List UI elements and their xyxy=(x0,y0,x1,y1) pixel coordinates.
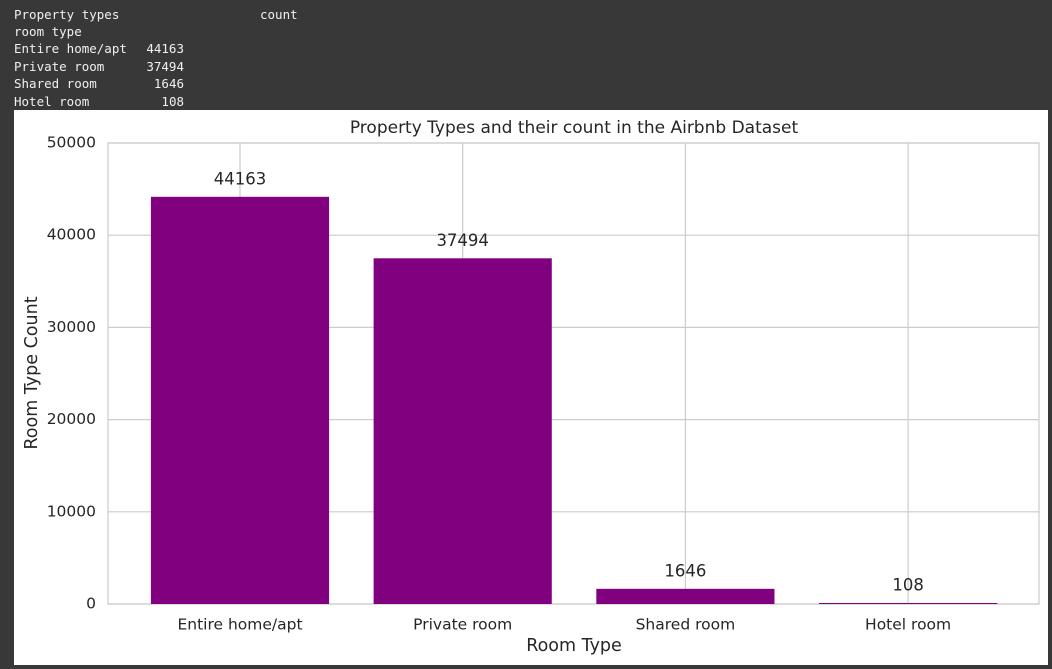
bar xyxy=(596,588,775,604)
y-tick-label: 20000 xyxy=(47,410,96,428)
header-cell: count xyxy=(260,7,298,22)
value-label: 108 xyxy=(892,576,924,595)
y-tick-label: 30000 xyxy=(47,318,96,336)
y-tick-label: 10000 xyxy=(47,502,96,520)
x-axis-label: Room Type xyxy=(526,636,622,656)
y-tick-label: 50000 xyxy=(47,134,96,152)
row-value: 108 xyxy=(161,94,184,109)
plot-frame xyxy=(107,142,1040,605)
bar xyxy=(373,258,552,604)
y-axis-label: Room Type Count xyxy=(22,296,42,449)
row-value: 1646 xyxy=(153,76,184,91)
row-label: Entire home/apt xyxy=(14,41,127,56)
index-name: room type xyxy=(14,24,82,39)
bar xyxy=(150,196,330,604)
row-label: Private room xyxy=(14,59,105,74)
row-value: 44163 xyxy=(146,41,184,56)
chart: Property Types and their count in the Ai… xyxy=(14,110,1048,665)
y-tick-label: 0 xyxy=(86,595,96,613)
x-tick-label: Private room xyxy=(413,616,512,634)
bar xyxy=(819,603,998,604)
x-tick-label: Hotel room xyxy=(865,616,951,634)
value-label: 44163 xyxy=(214,169,267,188)
row-label: Shared room xyxy=(14,76,97,91)
chart-title: Property Types and their count in the Ai… xyxy=(350,118,799,138)
value-label: 37494 xyxy=(436,231,489,250)
row-value: 37494 xyxy=(146,59,184,74)
x-tick-label: Entire home/apt xyxy=(177,616,302,634)
value-label: 1646 xyxy=(664,561,706,580)
console-output: Property types count room type Entire ho… xyxy=(0,0,1052,110)
header-cell: Property types xyxy=(14,7,120,22)
x-tick-label: Shared room xyxy=(636,616,736,634)
row-label: Hotel room xyxy=(14,94,90,109)
y-tick-label: 40000 xyxy=(47,226,96,244)
